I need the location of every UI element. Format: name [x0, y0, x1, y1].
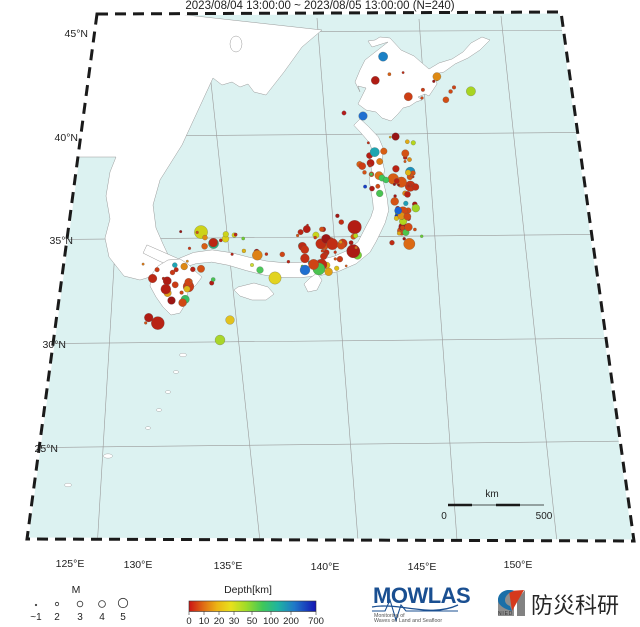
svg-text:Depth[km]: Depth[km]	[224, 584, 272, 596]
svg-text:5: 5	[120, 612, 126, 623]
svg-text:10: 10	[199, 616, 210, 627]
svg-text:Waves on Land and Seafloor: Waves on Land and Seafloor	[374, 618, 442, 624]
svg-text:NIED: NIED	[498, 611, 513, 617]
svg-text:35°N: 35°N	[50, 235, 73, 247]
svg-text:135°E: 135°E	[214, 560, 243, 572]
svg-text:30: 30	[229, 616, 240, 627]
svg-text:0: 0	[441, 511, 447, 522]
svg-text:2023/08/04 13:00:00 ~ 2023/08/: 2023/08/04 13:00:00 ~ 2023/08/05 13:00:0…	[185, 0, 454, 12]
svg-text:防災科研: 防災科研	[531, 593, 619, 618]
svg-text:2: 2	[54, 612, 60, 623]
svg-text:3: 3	[77, 612, 83, 623]
svg-text:45°N: 45°N	[65, 28, 88, 40]
svg-text:125°E: 125°E	[56, 558, 85, 570]
svg-text:km: km	[485, 489, 498, 500]
svg-text:~1: ~1	[30, 612, 42, 623]
svg-text:25°N: 25°N	[35, 443, 58, 455]
svg-text:100: 100	[263, 616, 279, 627]
svg-text:50: 50	[247, 616, 258, 627]
svg-text:20: 20	[214, 616, 225, 627]
svg-text:150°E: 150°E	[504, 559, 533, 571]
svg-text:M: M	[72, 584, 81, 596]
svg-text:700: 700	[308, 616, 324, 627]
svg-text:130°E: 130°E	[124, 559, 153, 571]
svg-text:500: 500	[536, 511, 553, 522]
svg-text:140°E: 140°E	[311, 561, 340, 573]
svg-text:145°E: 145°E	[408, 561, 437, 573]
svg-text:200: 200	[283, 616, 299, 627]
svg-text:0: 0	[186, 616, 191, 627]
svg-text:4: 4	[99, 612, 105, 623]
svg-text:30°N: 30°N	[43, 339, 66, 351]
svg-text:40°N: 40°N	[55, 132, 78, 144]
